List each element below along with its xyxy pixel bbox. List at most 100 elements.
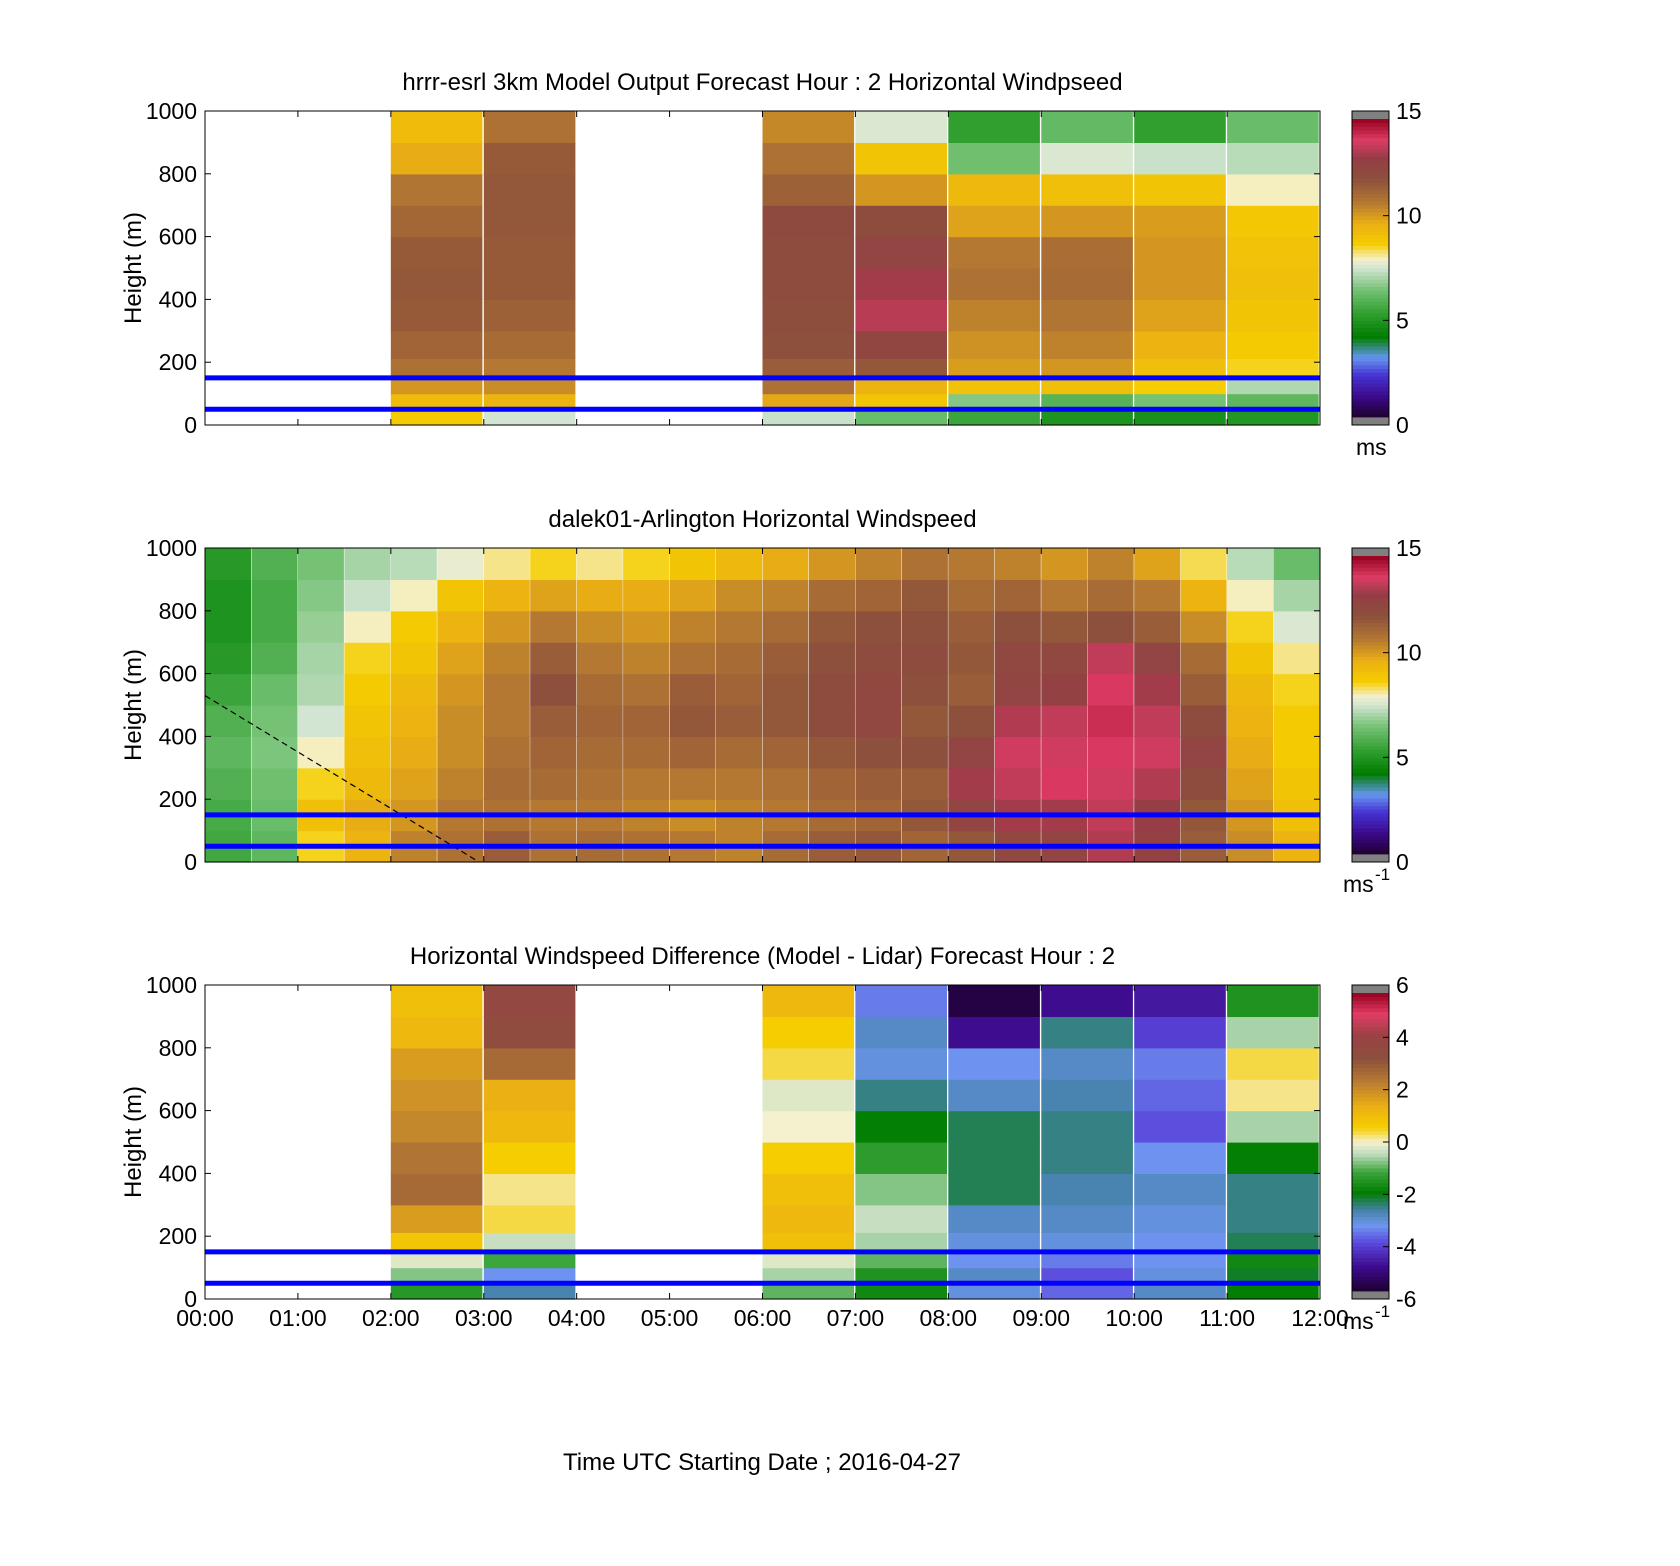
colorbar-tick-label: 0 bbox=[1396, 412, 1409, 438]
colorbar-segment bbox=[1352, 1015, 1389, 1020]
heatmap-cell bbox=[390, 111, 483, 143]
heatmap-cell bbox=[994, 579, 1041, 612]
heatmap-cell bbox=[994, 705, 1041, 737]
colorbar-segment bbox=[1352, 790, 1389, 795]
colorbar-segment bbox=[1352, 241, 1389, 247]
heatmap-cell bbox=[297, 736, 344, 769]
colorbar-segment bbox=[1352, 827, 1389, 833]
heatmap-cell bbox=[716, 548, 762, 580]
colorbar-segment bbox=[1352, 846, 1389, 851]
heatmap-cell bbox=[1273, 767, 1320, 800]
colorbar-segment bbox=[1352, 772, 1389, 777]
colorbar-segment bbox=[1352, 831, 1389, 836]
colorbar-segment bbox=[1352, 1108, 1389, 1113]
heatmap-cell bbox=[855, 1016, 947, 1049]
heatmap-cell bbox=[1041, 236, 1133, 269]
colorbar-segment bbox=[1352, 738, 1389, 743]
colorbar-segment bbox=[1352, 1112, 1389, 1117]
colorbar-segment bbox=[1352, 816, 1389, 821]
colorbar-segment bbox=[1352, 297, 1389, 302]
colorbar-segment bbox=[1352, 409, 1389, 414]
heatmap-cell bbox=[390, 330, 483, 359]
heatmap-cell bbox=[855, 1232, 947, 1253]
heatmap-cell bbox=[483, 1079, 576, 1112]
heatmap-cell bbox=[483, 1232, 576, 1253]
colorbar-segment bbox=[1352, 716, 1389, 721]
colorbar-segment bbox=[1352, 346, 1389, 351]
x-tick-label: 10:00 bbox=[1105, 1305, 1163, 1331]
colorbar-segment bbox=[1352, 783, 1389, 788]
heatmap-cell bbox=[762, 1267, 855, 1284]
colorbar-segment bbox=[1352, 264, 1389, 269]
heatmap-cell bbox=[390, 1047, 483, 1080]
heatmap-cell bbox=[297, 705, 344, 737]
heatmap-cell bbox=[1134, 1142, 1226, 1174]
heatmap-cell bbox=[855, 236, 947, 269]
heatmap-cell bbox=[297, 548, 344, 580]
heatmap-cell bbox=[855, 377, 947, 395]
colorbar-segment bbox=[1352, 578, 1389, 583]
colorbar-segment bbox=[1352, 1246, 1389, 1251]
colorbar-segment bbox=[1352, 286, 1389, 291]
heatmap-cell bbox=[530, 673, 577, 706]
heatmap-cell bbox=[1134, 205, 1226, 238]
y-axis-label: Height (m) bbox=[120, 212, 147, 324]
heatmap-cell bbox=[483, 1047, 576, 1080]
colorbar-segment bbox=[1352, 1186, 1389, 1191]
colorbar-segment bbox=[1352, 327, 1389, 332]
heatmap-cell bbox=[390, 548, 437, 580]
colorbar-segment bbox=[1352, 268, 1389, 273]
heatmap-cell bbox=[1180, 736, 1227, 769]
heatmap-cell bbox=[855, 1267, 947, 1284]
heatmap-cell bbox=[1041, 393, 1133, 410]
heatmap-cell bbox=[855, 358, 947, 379]
colorbar-segment bbox=[1352, 376, 1389, 381]
heatmap-cell bbox=[623, 579, 670, 612]
heatmap-cell bbox=[1041, 1079, 1133, 1112]
heatmap-cell bbox=[1041, 142, 1133, 175]
heatmap-cell bbox=[390, 393, 483, 410]
colorbar-segment bbox=[1352, 641, 1389, 646]
colorbar-segment bbox=[1352, 604, 1389, 609]
heatmap-cell bbox=[1041, 1204, 1133, 1233]
colorbar-over-cap bbox=[1352, 111, 1389, 119]
heatmap-cell bbox=[855, 173, 947, 206]
colorbar-segment bbox=[1352, 1194, 1389, 1199]
x-tick-label: 11:00 bbox=[1199, 1305, 1255, 1331]
colorbar-segment bbox=[1352, 1216, 1389, 1221]
heatmap-cell bbox=[855, 1079, 947, 1112]
colorbar-segment bbox=[1352, 813, 1389, 818]
colorbar-segment bbox=[1352, 290, 1389, 295]
y-tick-label: 600 bbox=[159, 1098, 197, 1124]
colorbar-under-cap bbox=[1352, 1291, 1389, 1299]
heatmap-cell bbox=[948, 1110, 1040, 1143]
heatmap-cell bbox=[483, 985, 576, 1017]
heatmap-cell bbox=[483, 393, 576, 410]
heatmap-cell bbox=[762, 579, 809, 612]
heatmap-cell bbox=[762, 236, 855, 269]
heatmap-cell bbox=[901, 673, 948, 706]
heatmap-cell bbox=[483, 142, 576, 175]
colorbar-segment bbox=[1352, 1004, 1389, 1009]
heatmap-cell bbox=[251, 548, 298, 580]
heatmap-cell bbox=[1134, 1110, 1226, 1143]
colorbar-segment bbox=[1352, 282, 1389, 288]
colorbar-segment bbox=[1352, 1212, 1389, 1217]
heatmap-cell bbox=[1134, 142, 1226, 175]
heatmap-cell bbox=[762, 268, 855, 300]
heatmap-cell bbox=[855, 330, 947, 359]
heatmap-cell bbox=[1134, 1173, 1226, 1206]
heatmap-cell bbox=[1134, 236, 1226, 269]
heatmap-cell bbox=[1180, 642, 1227, 675]
colorbar-segment bbox=[1352, 705, 1389, 710]
heatmap-cell bbox=[1180, 548, 1227, 580]
colorbar-segment bbox=[1352, 122, 1389, 127]
heatmap-cell bbox=[762, 642, 809, 675]
heatmap-cell bbox=[1134, 985, 1226, 1017]
heatmap-cell bbox=[1134, 173, 1226, 206]
heatmap-cell bbox=[1134, 268, 1226, 300]
heatmap-cell bbox=[809, 767, 855, 800]
heatmap-cell bbox=[1041, 1110, 1133, 1143]
heatmap-cell bbox=[1227, 548, 1274, 580]
